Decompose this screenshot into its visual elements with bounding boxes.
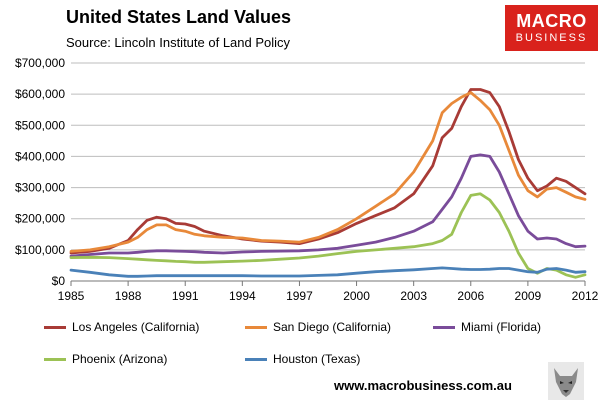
x-tick-label: 1994 bbox=[229, 289, 256, 303]
legend-item-phoenix: Phoenix (Arizona) bbox=[44, 352, 167, 366]
y-tick-label: $600,000 bbox=[15, 87, 65, 101]
macrobusiness-logo: MACRO BUSINESS bbox=[505, 5, 598, 51]
chart-subtitle: Source: Lincoln Institute of Land Policy bbox=[66, 35, 291, 50]
wolf-logo-icon bbox=[548, 362, 584, 400]
x-tick-label: 1988 bbox=[115, 289, 142, 303]
x-tick-label: 2006 bbox=[457, 289, 484, 303]
y-tick-label: $500,000 bbox=[15, 118, 65, 132]
series-line-los_angeles bbox=[69, 88, 587, 255]
series-line-miami bbox=[69, 153, 587, 258]
legend-label: Los Angeles (California) bbox=[72, 320, 200, 334]
y-tick-label: $700,000 bbox=[15, 56, 65, 70]
series-line-san_diego bbox=[69, 91, 587, 253]
y-tick-label: $0 bbox=[52, 274, 66, 288]
y-tick-label: $300,000 bbox=[15, 181, 65, 195]
legend-item-miami: Miami (Florida) bbox=[433, 320, 541, 334]
legend-label: Houston (Texas) bbox=[273, 352, 361, 366]
logo-line-1: MACRO bbox=[516, 11, 587, 31]
legend-swatch bbox=[44, 325, 66, 329]
x-tick-label: 2009 bbox=[515, 289, 542, 303]
legend-item-los_angeles: Los Angeles (California) bbox=[44, 320, 199, 334]
chart-title: United States Land Values bbox=[66, 7, 292, 27]
logo-line-2: BUSINESS bbox=[515, 32, 588, 44]
legend-swatch bbox=[433, 325, 455, 329]
x-tick-label: 1997 bbox=[286, 289, 313, 303]
x-tick-label: 2000 bbox=[343, 289, 370, 303]
legend-swatch bbox=[245, 325, 267, 329]
y-tick-label: $400,000 bbox=[15, 149, 65, 163]
x-tick-label: 1985 bbox=[58, 289, 85, 303]
x-tick-label: 2003 bbox=[400, 289, 427, 303]
series-line-houston bbox=[69, 266, 587, 278]
legend-item-houston: Houston (Texas) bbox=[245, 352, 360, 366]
x-tick-label: 1991 bbox=[172, 289, 199, 303]
legend-swatch bbox=[44, 357, 66, 361]
footer-url: www.macrobusiness.com.au bbox=[334, 378, 512, 393]
y-tick-label: $200,000 bbox=[15, 212, 65, 226]
legend-label: Miami (Florida) bbox=[461, 320, 542, 334]
series-line-phoenix bbox=[69, 192, 587, 279]
x-tick-label: 2012 bbox=[572, 289, 599, 303]
y-tick-label: $100,000 bbox=[15, 243, 65, 257]
legend-item-san_diego: San Diego (California) bbox=[245, 320, 391, 334]
legend-swatch bbox=[245, 357, 267, 361]
legend-label: Phoenix (Arizona) bbox=[72, 352, 168, 366]
legend-label: San Diego (California) bbox=[273, 320, 392, 334]
